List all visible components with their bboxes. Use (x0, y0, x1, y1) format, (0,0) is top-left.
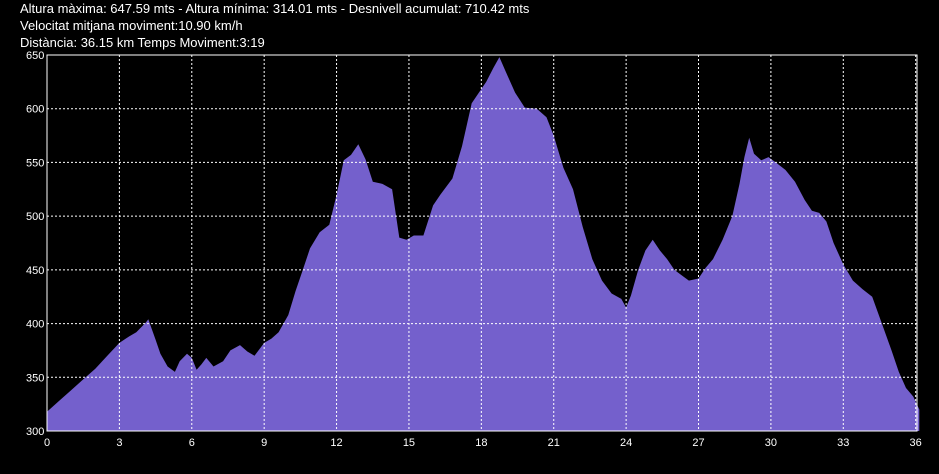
max-altitude-summary: Altura màxima: 647.59 mts - Altura mínim… (20, 1, 530, 16)
x-tick-label: 24 (620, 437, 632, 449)
x-tick-label: 12 (330, 437, 342, 449)
y-tick-label: 600 (26, 104, 44, 116)
plot-frame (46, 54, 918, 432)
x-tick-label: 0 (44, 437, 50, 449)
x-tick-label: 9 (261, 437, 267, 449)
x-tick-label: 33 (837, 437, 849, 449)
elevation-area (47, 57, 920, 431)
x-axis-ticks: 0 3 6 9 12 15 18 21 24 27 30 33 36 (44, 437, 922, 449)
x-tick-label: 36 (910, 437, 922, 449)
chart-grid (47, 55, 917, 431)
y-tick-label: 550 (26, 157, 44, 169)
x-tick-label: 27 (692, 437, 704, 449)
y-tick-label: 400 (26, 319, 44, 331)
average-speed-summary: Velocitat mitjana moviment:10.90 km/h (20, 18, 243, 33)
x-tick-label: 30 (765, 437, 777, 449)
y-axis-ticks: 300 350 400 450 500 550 600 650 (26, 50, 44, 438)
y-tick-label: 300 (26, 426, 44, 438)
y-tick-label: 650 (26, 50, 44, 62)
x-tick-label: 3 (116, 437, 122, 449)
x-tick-label: 21 (548, 437, 560, 449)
x-tick-label: 15 (403, 437, 415, 449)
y-tick-label: 450 (26, 265, 44, 277)
x-tick-label: 18 (475, 437, 487, 449)
x-tick-label: 6 (189, 437, 195, 449)
distance-time-summary: Distància: 36.15 km Temps Moviment:3:19 (20, 35, 265, 50)
y-tick-label: 350 (26, 372, 44, 384)
y-tick-label: 500 (26, 211, 44, 223)
